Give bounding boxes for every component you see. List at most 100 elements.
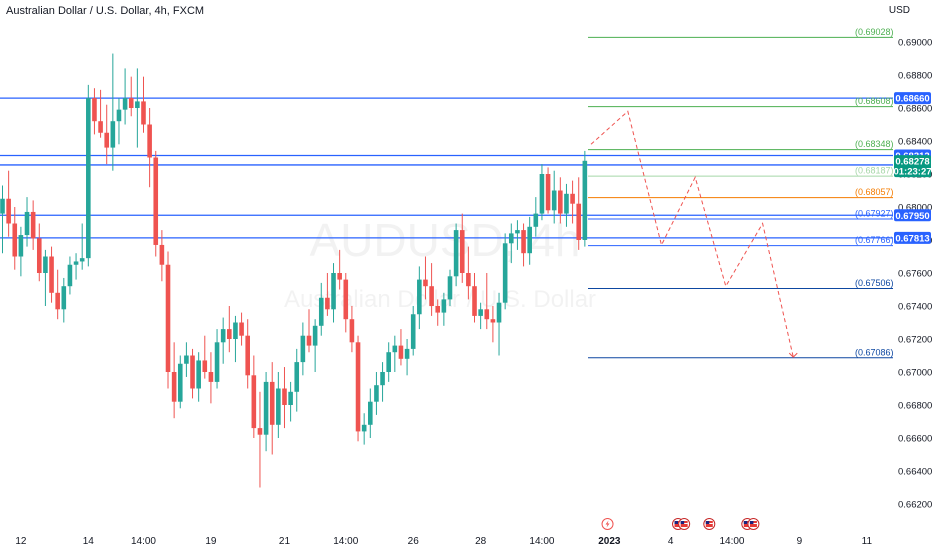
candle-down bbox=[337, 249, 342, 290]
candle-down bbox=[466, 246, 471, 300]
candle-down bbox=[306, 309, 312, 353]
candle-body bbox=[49, 256, 54, 293]
candle-body bbox=[12, 223, 18, 257]
candle-body bbox=[521, 230, 526, 254]
candle-body bbox=[214, 342, 220, 382]
time-tick-label: 2023 bbox=[598, 536, 621, 547]
candle-body bbox=[466, 273, 471, 287]
last-price-value: 0.68278 bbox=[895, 157, 929, 168]
candle-up bbox=[79, 223, 85, 270]
candle-body bbox=[453, 230, 459, 277]
candle-body bbox=[417, 279, 422, 315]
level-tag-text: 0.67813 bbox=[895, 233, 929, 244]
time-tick-label: 12 bbox=[15, 536, 27, 547]
candle-body bbox=[312, 325, 318, 346]
candle-body bbox=[269, 381, 275, 425]
candle-down bbox=[171, 342, 177, 419]
candle-up bbox=[331, 263, 336, 323]
candle-up bbox=[539, 164, 545, 221]
candle-down bbox=[92, 88, 97, 135]
watermark-symbol: AUDUSD, 4h bbox=[310, 214, 581, 266]
us-flag-icon[interactable] bbox=[747, 518, 760, 530]
flag-canton bbox=[705, 521, 710, 524]
candle-down bbox=[190, 348, 195, 399]
candle-body bbox=[423, 279, 428, 287]
candle-up bbox=[508, 223, 514, 264]
candle-up bbox=[24, 197, 30, 247]
candle-up bbox=[263, 372, 269, 452]
us-flag-icon[interactable] bbox=[678, 518, 691, 530]
candle-down bbox=[429, 263, 434, 316]
candle-body bbox=[484, 309, 490, 320]
candle-down bbox=[239, 312, 244, 346]
candle-body bbox=[61, 286, 67, 310]
candle-body bbox=[410, 314, 416, 349]
price-tick-label: 0.68400 bbox=[898, 137, 932, 148]
level-tag-bg bbox=[894, 231, 931, 244]
candle-up bbox=[73, 253, 79, 280]
candle-up bbox=[361, 413, 367, 445]
candle-body bbox=[6, 198, 11, 224]
candle-body bbox=[490, 319, 496, 323]
candle-up bbox=[122, 68, 128, 125]
candle-up bbox=[110, 53, 116, 171]
candle-up bbox=[294, 348, 300, 412]
price-tick-label: 0.67000 bbox=[898, 368, 932, 379]
price-tick-label: 0.66400 bbox=[898, 467, 932, 478]
candle-body bbox=[263, 381, 269, 435]
candle-body bbox=[294, 362, 300, 392]
last-price-bg bbox=[894, 155, 931, 178]
candle-body bbox=[122, 98, 128, 110]
price-tick-label: 0.67200 bbox=[898, 335, 932, 346]
time-tick-label: 19 bbox=[205, 536, 217, 547]
price-tick-label: 0.66600 bbox=[898, 434, 932, 445]
candle-body bbox=[245, 335, 250, 376]
candle-down bbox=[128, 76, 134, 117]
candle-body bbox=[24, 211, 30, 236]
level-label: (0.69028) bbox=[855, 27, 894, 37]
chart-title: Australian Dollar / U.S. Dollar, 4h, FXC… bbox=[6, 5, 205, 17]
candle-down bbox=[484, 273, 490, 330]
candle-down bbox=[343, 273, 349, 333]
candle-down bbox=[153, 150, 159, 257]
candle-up bbox=[582, 150, 588, 247]
candle-body bbox=[496, 302, 502, 323]
event-markers[interactable] bbox=[601, 518, 760, 530]
candle-body bbox=[239, 322, 244, 336]
candle-body bbox=[196, 360, 201, 389]
level-price-tag: 0.68660 bbox=[894, 92, 931, 105]
candle-up bbox=[527, 216, 532, 265]
candle-body bbox=[380, 372, 385, 386]
candle-body bbox=[502, 243, 508, 303]
level-tag-text: 0.67950 bbox=[895, 211, 929, 222]
price-axis[interactable]: 0.690000.688000.686000.684000.682000.680… bbox=[893, 0, 932, 532]
level-price-tag: 0.67813 bbox=[894, 231, 931, 244]
candle-body bbox=[306, 335, 312, 346]
horizontal-levels: (0.69028) (0.68608) (0.68348) (0.68187) (0.6… bbox=[0, 27, 894, 359]
candle-up bbox=[515, 220, 520, 250]
candle-up bbox=[196, 352, 201, 402]
price-tick-label: 0.68800 bbox=[898, 71, 932, 82]
us-flag-icon[interactable] bbox=[703, 518, 716, 530]
candle-body bbox=[576, 203, 582, 240]
candle-body bbox=[582, 160, 588, 240]
lightning-icon[interactable] bbox=[601, 518, 614, 530]
time-axis[interactable]: 12 14 14:00 19 21 14:00 26 28 14:00 2023 4 14:00 9 11 bbox=[0, 532, 932, 550]
candle-body bbox=[337, 273, 342, 280]
candle-body bbox=[533, 213, 539, 227]
candle-up bbox=[417, 266, 422, 330]
time-tick-label: 28 bbox=[475, 536, 487, 547]
candle-body bbox=[177, 363, 183, 402]
candle-down bbox=[208, 352, 214, 404]
time-tick-label: 4 bbox=[668, 536, 674, 547]
candle-up bbox=[533, 197, 539, 237]
candle-down bbox=[398, 329, 404, 366]
price-tick-label: 0.66200 bbox=[898, 500, 932, 511]
candle-up bbox=[410, 306, 416, 356]
candle-body bbox=[36, 238, 42, 273]
flag-canton bbox=[743, 521, 748, 524]
time-tick-label: 14:00 bbox=[719, 536, 744, 547]
candle-down bbox=[227, 306, 232, 353]
price-tick-label: 0.69000 bbox=[898, 38, 932, 49]
